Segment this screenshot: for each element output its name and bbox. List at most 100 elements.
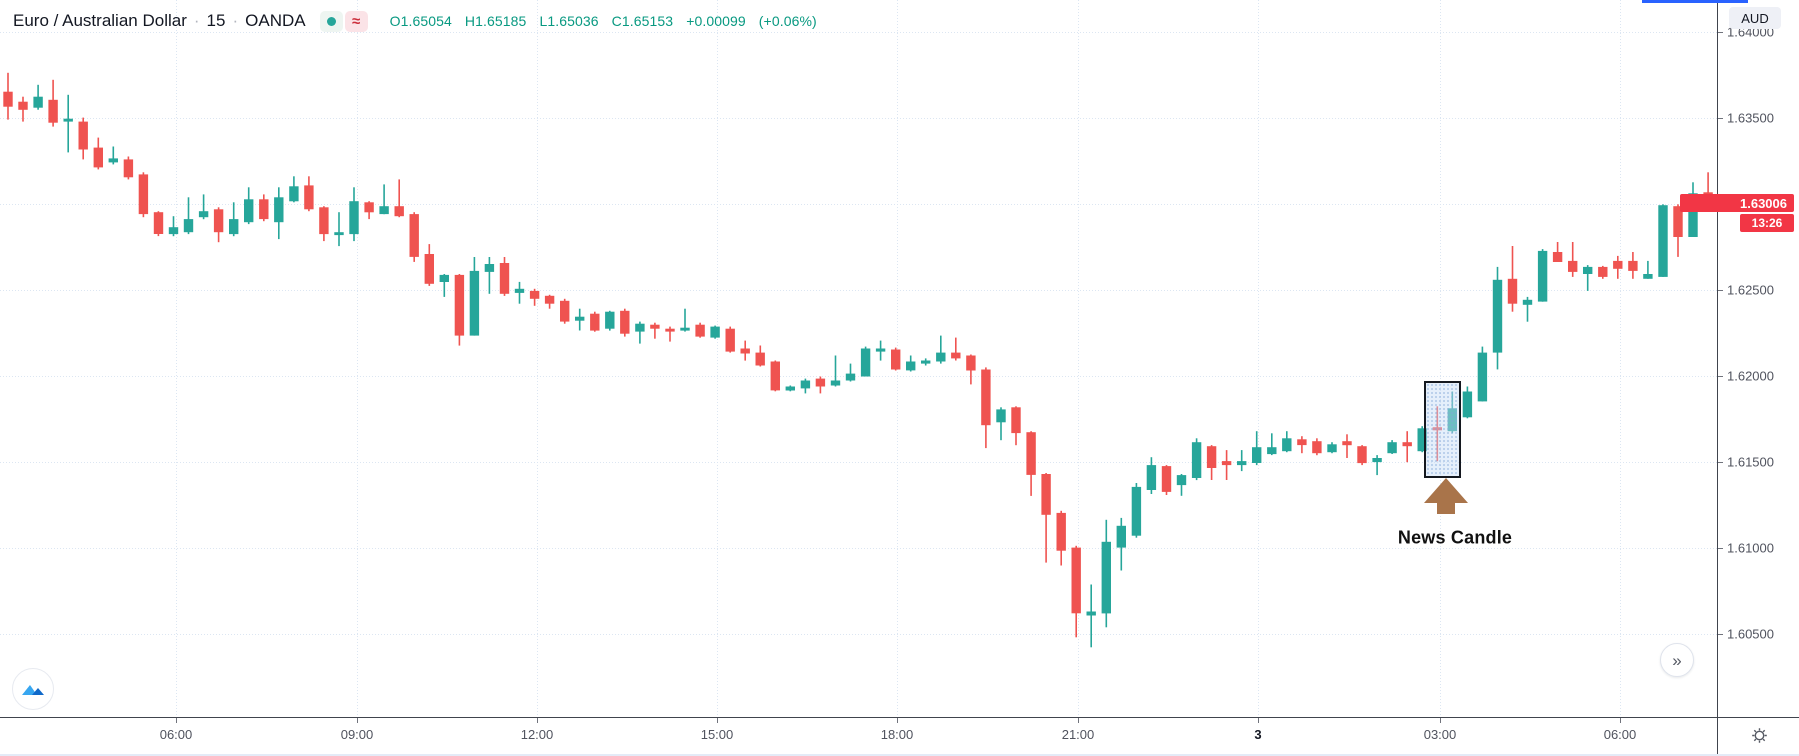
candle bbox=[349, 187, 359, 242]
price-tick-label: 1.60500 bbox=[1727, 626, 1774, 642]
candle bbox=[544, 294, 555, 309]
tradingview-logo[interactable] bbox=[12, 668, 54, 710]
candle bbox=[936, 335, 946, 364]
candle bbox=[138, 172, 149, 218]
candle bbox=[695, 322, 705, 338]
candle bbox=[454, 274, 465, 346]
candle bbox=[259, 194, 269, 222]
ohlc-close: C1.65153 bbox=[611, 13, 674, 29]
time-tick-mark bbox=[717, 718, 718, 723]
price-tick-mark bbox=[1718, 32, 1723, 33]
settings-gear-icon[interactable] bbox=[1751, 727, 1768, 749]
time-tick-label: 06:00 bbox=[1603, 727, 1637, 742]
candle bbox=[875, 340, 886, 361]
candle bbox=[1267, 433, 1277, 456]
price-tick-label: 1.62500 bbox=[1727, 282, 1774, 298]
candle bbox=[1297, 436, 1307, 454]
candle bbox=[229, 202, 239, 237]
candle bbox=[1252, 431, 1262, 466]
candle bbox=[1613, 255, 1623, 279]
logo-mountain-right bbox=[32, 688, 44, 695]
time-tick-label: 03:00 bbox=[1423, 727, 1457, 742]
price-tick-label: 1.61500 bbox=[1727, 454, 1774, 470]
candle bbox=[1402, 431, 1412, 463]
candle bbox=[1041, 473, 1051, 563]
candle bbox=[153, 211, 164, 237]
candle bbox=[1176, 474, 1187, 496]
market-status-pill[interactable]: ≈ bbox=[319, 10, 368, 32]
time-tick-mark bbox=[176, 718, 177, 723]
candle bbox=[1206, 445, 1217, 480]
candle bbox=[560, 298, 570, 324]
price-axis[interactable]: AUD 1.63006 13:26 1.640001.635001.630001… bbox=[1680, 0, 1799, 717]
candle bbox=[379, 184, 389, 215]
candle bbox=[3, 72, 13, 120]
candle bbox=[499, 257, 510, 296]
candle bbox=[304, 176, 314, 212]
candle bbox=[78, 117, 88, 160]
candle bbox=[334, 212, 344, 247]
bar-countdown: 13:26 bbox=[1740, 214, 1794, 232]
exchange-label[interactable]: OANDA bbox=[245, 11, 306, 30]
scroll-to-recent-button[interactable]: » bbox=[1660, 643, 1694, 677]
candle bbox=[529, 288, 540, 306]
legend-separator: · bbox=[232, 11, 239, 30]
top-blue-strip bbox=[1642, 0, 1748, 3]
candle bbox=[740, 340, 750, 361]
candle bbox=[1116, 517, 1126, 571]
price-tick-mark bbox=[1718, 548, 1723, 549]
ohlc-open: O1.65054 bbox=[389, 13, 452, 29]
candle bbox=[906, 355, 916, 372]
candle bbox=[1477, 346, 1488, 402]
candle bbox=[755, 345, 765, 367]
candle bbox=[1312, 438, 1322, 456]
currency-badge[interactable]: AUD bbox=[1729, 7, 1781, 29]
candle bbox=[1372, 455, 1382, 476]
news-candle-highlight-box[interactable] bbox=[1423, 381, 1461, 479]
candle bbox=[183, 197, 194, 235]
candle bbox=[966, 354, 976, 385]
arrow-up-shape bbox=[1424, 478, 1468, 514]
candlestick-plot[interactable] bbox=[0, 0, 1717, 717]
price-tick-mark bbox=[1718, 290, 1723, 291]
candle bbox=[274, 187, 284, 240]
candle bbox=[108, 146, 118, 165]
candle bbox=[244, 187, 254, 225]
candle bbox=[1282, 431, 1292, 453]
candle bbox=[1086, 584, 1096, 648]
candle bbox=[1327, 442, 1337, 454]
interval-label[interactable]: 15 bbox=[206, 11, 226, 30]
candle bbox=[800, 378, 811, 394]
time-tick-label: 12:00 bbox=[520, 727, 554, 742]
time-tick-mark bbox=[1620, 718, 1621, 723]
candle bbox=[48, 79, 58, 127]
candle bbox=[63, 94, 73, 153]
ohlc-low: L1.65036 bbox=[539, 13, 599, 29]
candle bbox=[514, 281, 525, 304]
candle bbox=[1492, 266, 1503, 370]
symbol-name[interactable]: Euro / Australian Dollar bbox=[13, 11, 187, 30]
bottom-edge-line bbox=[0, 754, 1799, 756]
candle bbox=[710, 325, 720, 339]
candle bbox=[1131, 483, 1142, 538]
grid bbox=[0, 0, 1717, 717]
axis-corner bbox=[1717, 717, 1799, 756]
ohlc-high: H1.65185 bbox=[464, 13, 527, 29]
candle bbox=[1221, 450, 1232, 480]
candle bbox=[860, 346, 871, 377]
candle bbox=[620, 308, 630, 337]
candle bbox=[1342, 434, 1352, 458]
candle bbox=[830, 355, 841, 387]
time-tick-mark bbox=[897, 718, 898, 723]
candle bbox=[1026, 431, 1036, 496]
time-axis[interactable]: 06:00 09:00 12:00 15:00 18:00 21:00 3 03:00 06:0… bbox=[0, 717, 1717, 756]
candle bbox=[469, 257, 480, 336]
price-tick-mark bbox=[1718, 462, 1723, 463]
candle bbox=[1537, 249, 1548, 302]
candle bbox=[981, 367, 991, 449]
candles bbox=[3, 72, 1713, 648]
price-tick-label: 1.62000 bbox=[1727, 368, 1774, 384]
candle bbox=[394, 179, 404, 218]
candle bbox=[1237, 450, 1247, 472]
